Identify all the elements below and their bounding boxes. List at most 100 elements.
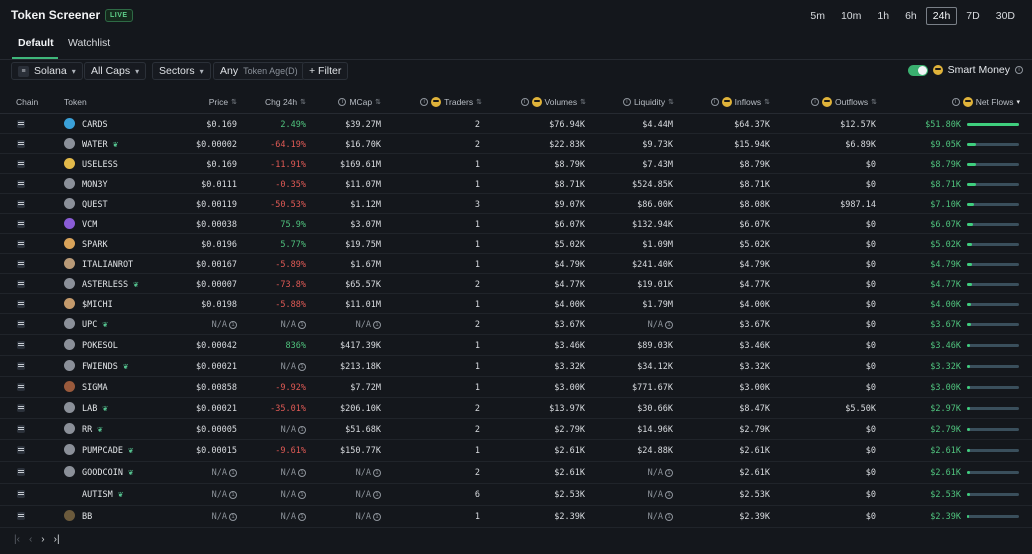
outflows-cell: $0 (865, 320, 876, 330)
info-icon[interactable]: i (298, 321, 306, 329)
first-page-button[interactable]: |‹ (14, 534, 20, 545)
token-name[interactable]: GOODCOIN ❦ (82, 468, 134, 478)
table-row[interactable]: USELESS $0.169 -11.91% $169.61M 1 $8.79K… (0, 154, 1032, 174)
token-name[interactable]: $MICHI (82, 300, 113, 310)
timeframe-6h[interactable]: 6h (905, 10, 917, 22)
col-inflows[interactable]: i Inflows ⇅ (710, 97, 770, 107)
table-row[interactable]: PUMPCADE ❦ $0.00015 -9.61% $150.77K 1 $2.… (0, 440, 1032, 462)
token-name[interactable]: VCM (82, 220, 98, 230)
token-name[interactable]: ITALIANROT (82, 260, 134, 270)
token-name[interactable]: FWIENDS ❦ (82, 362, 129, 372)
table-row[interactable]: QUEST $0.00119 -50.53% $1.12M 3 $9.07K $… (0, 194, 1032, 214)
info-icon[interactable]: i (229, 513, 237, 521)
info-icon[interactable]: i (373, 321, 381, 329)
info-icon[interactable]: i (229, 321, 237, 329)
timeframe-30d[interactable]: 30D (995, 10, 1015, 22)
next-page-button[interactable]: › (41, 534, 45, 545)
info-icon[interactable]: i (298, 426, 306, 434)
timeframe-24h[interactable]: 24h (925, 7, 958, 25)
token-name[interactable]: LAB ❦ (82, 404, 108, 414)
inflows-cell: $2.61K (739, 468, 770, 478)
table-row[interactable]: LAB ❦ $0.00021 -35.01% $206.10K 2 $13.97K… (0, 398, 1032, 419)
info-icon[interactable]: i (665, 469, 673, 477)
col-netflows[interactable]: i Net Flows ▾ (951, 97, 1020, 107)
chain-dropdown[interactable]: ≡ Solana ▾ (11, 62, 83, 80)
caps-dropdown[interactable]: All Caps ▾ (84, 62, 147, 80)
table-row[interactable]: POKESOL $0.00042 836% $417.39K 1 $3.46K … (0, 335, 1032, 356)
tab-watchlist[interactable]: Watchlist (68, 37, 111, 49)
tab-default[interactable]: Default (18, 37, 54, 49)
token-name[interactable]: MON3Y (82, 180, 108, 190)
chg-cell: -64.19% (270, 140, 306, 150)
col-chg24h[interactable]: Chg 24h ⇅ (264, 97, 306, 107)
table-row[interactable]: SPARK $0.0196 5.77% $19.75M 1 $5.02K $1.… (0, 234, 1032, 254)
info-icon[interactable]: i (373, 491, 381, 499)
table-row[interactable]: CARDS $0.169 2.49% $39.27M 2 $76.94K $4.… (0, 114, 1032, 134)
info-icon[interactable]: i (298, 469, 306, 477)
prev-page-button[interactable]: ‹ (28, 534, 33, 545)
col-liquidity[interactable]: i Liquidity ⇅ (622, 97, 674, 107)
token-name[interactable]: WATER ❦ (82, 140, 119, 150)
last-page-button[interactable]: ›| (53, 534, 60, 545)
outflows-cell: $0 (865, 260, 876, 270)
sort-icon: ⇅ (375, 99, 381, 106)
table-row[interactable]: BB N/A i N/A i N/A i 1 $2.39K N/A i $2.39K (0, 506, 1032, 528)
token-name[interactable]: SPARK (82, 240, 108, 250)
traders-cell: 1 (474, 446, 480, 456)
info-icon[interactable]: i (665, 321, 673, 329)
col-price[interactable]: Price ⇅ (208, 97, 237, 107)
info-icon[interactable]: i (229, 469, 237, 477)
token-name[interactable]: ASTERLESS ❦ (82, 280, 139, 290)
timeframe-10m[interactable]: 10m (840, 10, 862, 22)
timeframe-1h[interactable]: 1h (877, 10, 890, 22)
timeframe-7d[interactable]: 7D (966, 10, 980, 22)
col-outflows[interactable]: i Outflows ⇅ (811, 97, 877, 107)
token-name[interactable]: BB (82, 512, 93, 522)
table-row[interactable]: WATER ❦ $0.00002 -64.19% $16.70K 2 $22.83… (0, 134, 1032, 154)
token-name[interactable]: CARDS (82, 120, 108, 130)
token-name[interactable]: PUMPCADE ❦ (82, 446, 134, 456)
chg-cell: N/A i (281, 425, 306, 435)
token-name[interactable]: QUEST (82, 200, 108, 210)
screener-title[interactable]: Token Screener › (11, 8, 109, 22)
info-icon[interactable]: i (298, 491, 306, 499)
table-row[interactable]: RR ❦ $0.00005 N/A i $51.68K 2 $2.79K $14.9… (0, 419, 1032, 440)
info-icon[interactable]: i (665, 513, 673, 521)
table-row[interactable]: FWIENDS ❦ $0.00021 N/A i $213.18K 1 $3.32K… (0, 356, 1032, 377)
token-name[interactable]: UPC ❦ (82, 320, 108, 330)
token-age-filter[interactable]: Any Token Age(D) (213, 62, 305, 80)
info-icon[interactable]: i (298, 363, 306, 371)
table-row[interactable]: ASTERLESS ❦ $0.00007 -73.8% $65.57K 2 $4.… (0, 274, 1032, 294)
info-icon[interactable]: i (665, 491, 673, 499)
token-name[interactable]: POKESOL (82, 341, 118, 351)
col-mcap[interactable]: i MCap ⇅ (338, 97, 381, 107)
sectors-dropdown[interactable]: Sectors ▾ (152, 62, 211, 80)
table-row[interactable]: AUTISM ❦ N/A i N/A i N/A i 6 $2.53K N/A i $ (0, 484, 1032, 506)
smart-money-toggle[interactable] (907, 64, 928, 76)
table-row[interactable]: GOODCOIN ❦ N/A i N/A i N/A i 2 $2.61K N/A i (0, 462, 1032, 484)
info-icon[interactable]: i (373, 469, 381, 477)
table-row[interactable]: ITALIANROT $0.00167 -5.89% $1.67M 1 $4.7… (0, 254, 1032, 274)
col-traders[interactable]: i Traders ⇅ (420, 97, 482, 107)
table-row[interactable]: $MICHI $0.0198 -5.88% $11.01M 1 $4.00K $… (0, 294, 1032, 314)
col-volumes[interactable]: i Volumes ⇅ (520, 97, 586, 107)
timeframe-5m[interactable]: 5m (810, 10, 825, 22)
mcap-cell: $7.72M (350, 383, 381, 393)
table-row[interactable]: MON3Y $0.0111 -0.35% $11.07M 1 $8.71K $5… (0, 174, 1032, 194)
token-name[interactable]: RR ❦ (82, 425, 103, 435)
table-row[interactable]: UPC ❦ N/A i N/A i N/A i 2 $3.67K N/A i $3.6 (0, 314, 1032, 335)
info-icon[interactable]: i (373, 513, 381, 521)
netflows-cell: $7.10K (930, 200, 961, 210)
token-name[interactable]: AUTISM ❦ (82, 490, 124, 500)
info-icon[interactable]: i (298, 513, 306, 521)
info-icon[interactable]: i (1015, 66, 1023, 74)
token-name[interactable]: SIGMA (82, 383, 108, 393)
info-icon[interactable]: i (229, 491, 237, 499)
table-row[interactable]: SIGMA $0.00858 -9.92% $7.72M 1 $3.00K $7… (0, 377, 1032, 398)
table-row[interactable]: VCM $0.00038 75.9% $3.07M 1 $6.07K $132.… (0, 214, 1032, 234)
add-filter-button[interactable]: + Filter (302, 62, 349, 80)
info-icon: i (420, 98, 429, 106)
liquidity-cell: N/A i (648, 468, 673, 478)
token-name[interactable]: USELESS (82, 160, 118, 170)
netflow-bar-fill (967, 223, 974, 226)
